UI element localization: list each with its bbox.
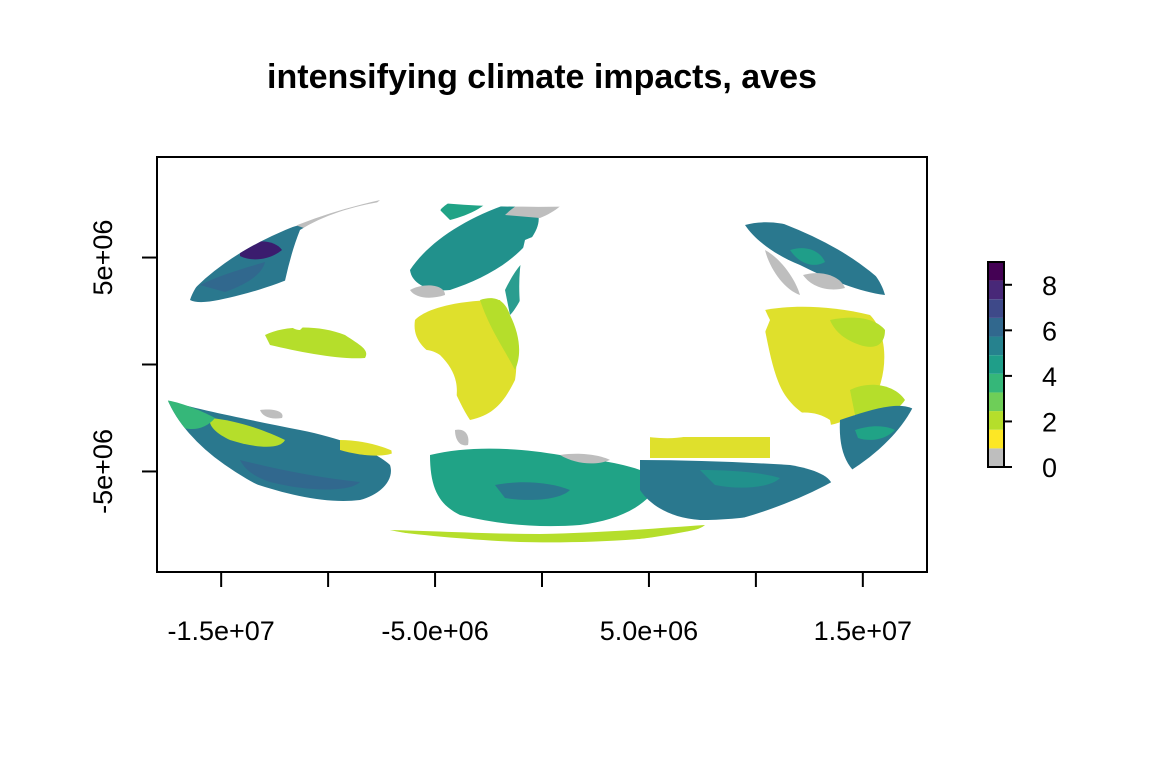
y-tick-label: 5e+06 (88, 220, 118, 296)
land-south-america (387, 349, 457, 520)
legend-swatch (988, 336, 1004, 356)
legend-swatch (988, 280, 1004, 300)
land-north-america (280, 198, 441, 330)
raster-humboldt (340, 440, 395, 456)
raster-north-pacific-band (200, 262, 265, 292)
y-axis: 5e+06 -5e+06 (88, 220, 158, 514)
legend-tick-label: 2 (1042, 407, 1057, 437)
legend-frame (987, 261, 1005, 468)
raster-north-atlantic (410, 200, 539, 291)
raster-southern-indian (640, 460, 833, 520)
x-tick-label: 1.5e+07 (814, 616, 912, 646)
x-tick-label: 5.0e+06 (600, 616, 698, 646)
raster-tasman-green (855, 426, 895, 440)
raster-southern-indian-green (700, 470, 780, 488)
land-australia (775, 412, 832, 461)
legend-swatch (988, 262, 1004, 281)
raster-antarctic-fringe (380, 525, 705, 543)
legend-tick-label: 0 (1042, 453, 1057, 483)
land-antarctica (300, 545, 800, 560)
legend-swatch (988, 299, 1004, 318)
legend-swatch (988, 317, 1004, 337)
y-tick-label: -5e+06 (88, 429, 118, 514)
raster-japan-sea (790, 248, 825, 265)
raster-na-2 (455, 429, 469, 446)
raster-south-pacific-band (240, 460, 360, 490)
raster-tropical-atlantic-green (480, 298, 520, 370)
legend-swatch (988, 373, 1004, 393)
land-eurasia-africa (519, 210, 770, 439)
legend-swatch (988, 392, 1004, 412)
legend-swatch (988, 355, 1004, 374)
legend-tick-label: 8 (1042, 271, 1057, 301)
legend-swatch (988, 448, 1004, 467)
raster-west-pacific-green (830, 317, 885, 347)
legend-tick-label: 4 (1042, 362, 1057, 392)
raster-na-1 (260, 409, 283, 419)
impact-raster (165, 188, 915, 543)
x-tick-label: -1.5e+07 (167, 616, 274, 646)
map-title: intensifying climate impacts, aves (267, 58, 817, 96)
legend-tick-label: 6 (1042, 316, 1057, 346)
legend-swatch (988, 411, 1004, 430)
raster-caribbean (265, 327, 367, 359)
legend-swatch (988, 429, 1004, 449)
raster-south-atlantic-deep (495, 482, 570, 500)
x-tick-label: -5.0e+06 (381, 616, 488, 646)
raster-south-pacific-light (209, 418, 285, 447)
x-axis: -1.5e+07 -5.0e+06 5.0e+06 1.5e+07 (167, 571, 912, 646)
color-legend: 0 2 4 6 8 (987, 261, 1057, 483)
raster-na-4 (560, 453, 610, 464)
raster-na-3 (410, 285, 445, 298)
raster-tropical-atlantic (414, 300, 517, 420)
raster-north-pacific-grey (765, 250, 800, 295)
raster-na-6 (803, 273, 845, 290)
raster-tasman (839, 405, 915, 480)
raster-indian-ocean (650, 437, 770, 458)
